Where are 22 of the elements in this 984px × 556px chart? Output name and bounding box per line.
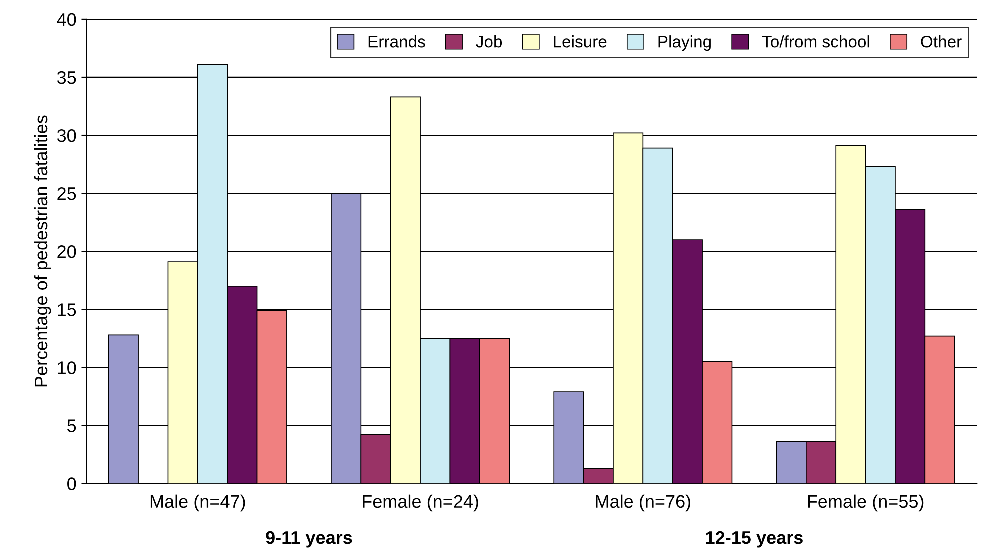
y-tick-label: 5 [68, 420, 76, 432]
y-tick-label: 30 [57, 129, 76, 142]
y-axis-title: Percentage of pedestrian fatalities [34, 116, 52, 387]
x-tick-label: Male (n=76) [596, 494, 690, 512]
legend-label: Job [476, 36, 502, 48]
y-tick-label: 25 [58, 187, 76, 200]
y-tick-label: 40 [57, 13, 76, 26]
y-tick-label: 0 [68, 478, 76, 490]
x-tick-label: Female (n=24) [363, 494, 478, 512]
x-tick-label: Female (n=55) [808, 494, 924, 512]
text: 9-11 years [266, 531, 352, 548]
y-tick-label: 15 [58, 304, 76, 316]
legend-label: Playing [658, 36, 711, 52]
x-tick-label: Male (n=47) [150, 494, 246, 512]
legend-label: Errands [368, 36, 426, 48]
legend-label: Leisure [554, 36, 607, 48]
y-tick-label: 35 [57, 71, 76, 84]
text: 12-15 years [706, 531, 803, 548]
y-tick-label: 20 [58, 246, 76, 258]
legend-label: Other [921, 36, 962, 48]
legend-label: To/from school [762, 36, 870, 48]
y-tick-label: 10 [58, 362, 76, 374]
